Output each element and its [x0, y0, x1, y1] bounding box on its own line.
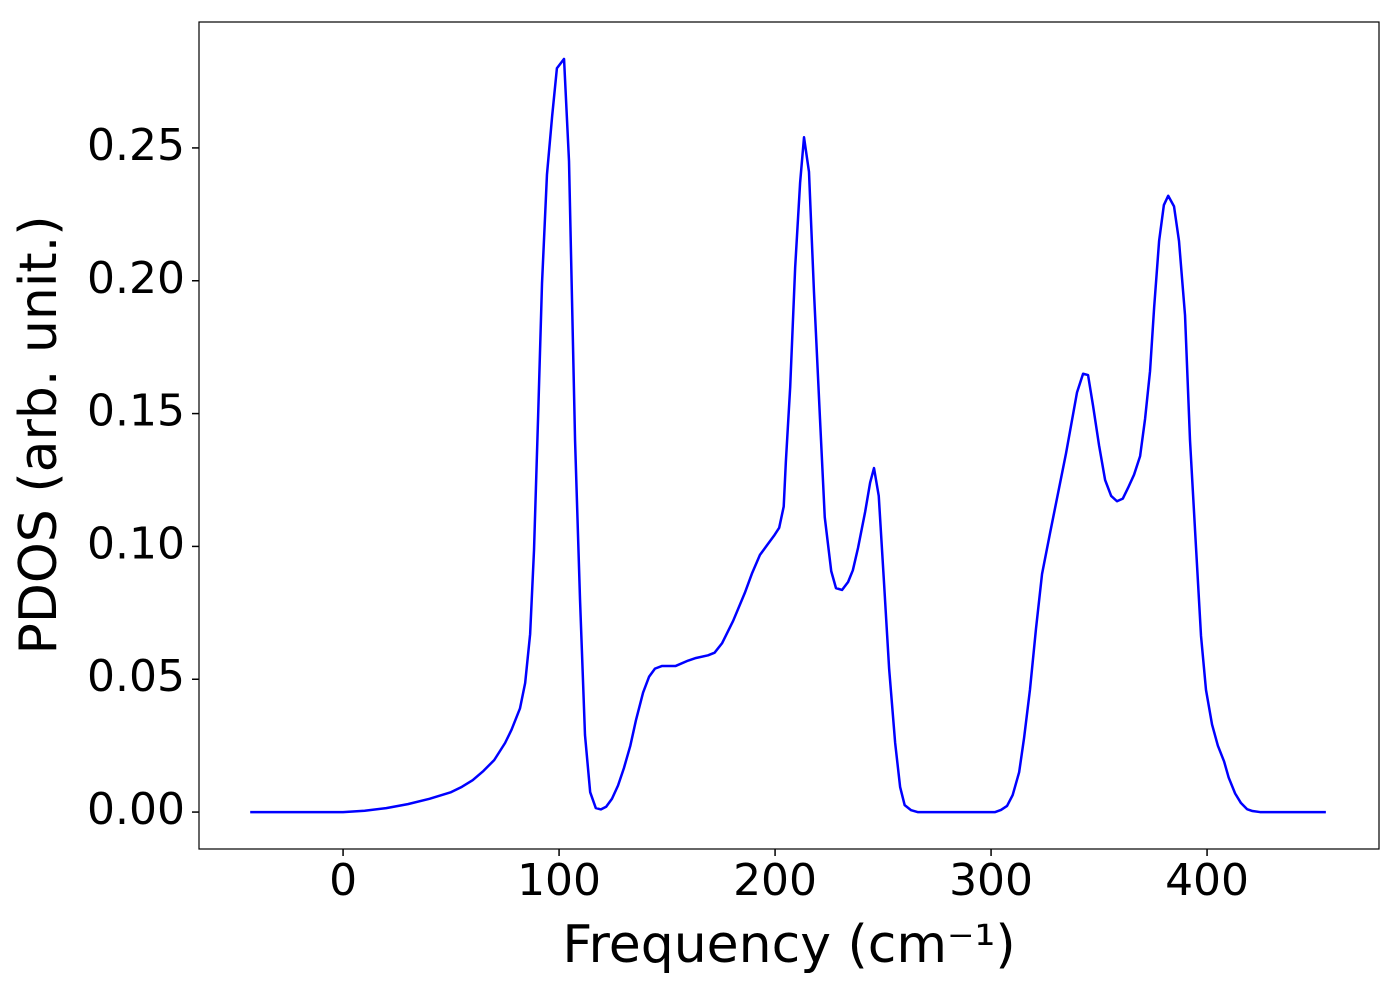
y-tick-label: 0.00 [87, 784, 185, 835]
y-tick-label: 0.20 [87, 253, 185, 304]
x-tick-label: 100 [517, 855, 601, 906]
x-axis-label: Frequency (cm⁻¹) [562, 915, 1015, 975]
y-axis-label: PDOS (arb. unit.) [9, 215, 69, 654]
plot-frame [198, 21, 1380, 850]
x-tick-label: 300 [949, 855, 1033, 906]
y-tick-label: 0.10 [87, 518, 185, 569]
x-tick-label: 200 [733, 855, 817, 906]
y-tick-label: 0.05 [87, 651, 185, 702]
x-tick-label: 0 [329, 855, 357, 906]
y-tick-label: 0.15 [87, 386, 185, 437]
data-line [250, 57, 1326, 814]
x-tick-label: 400 [1165, 855, 1249, 906]
y-tick-label: 0.25 [87, 120, 185, 171]
